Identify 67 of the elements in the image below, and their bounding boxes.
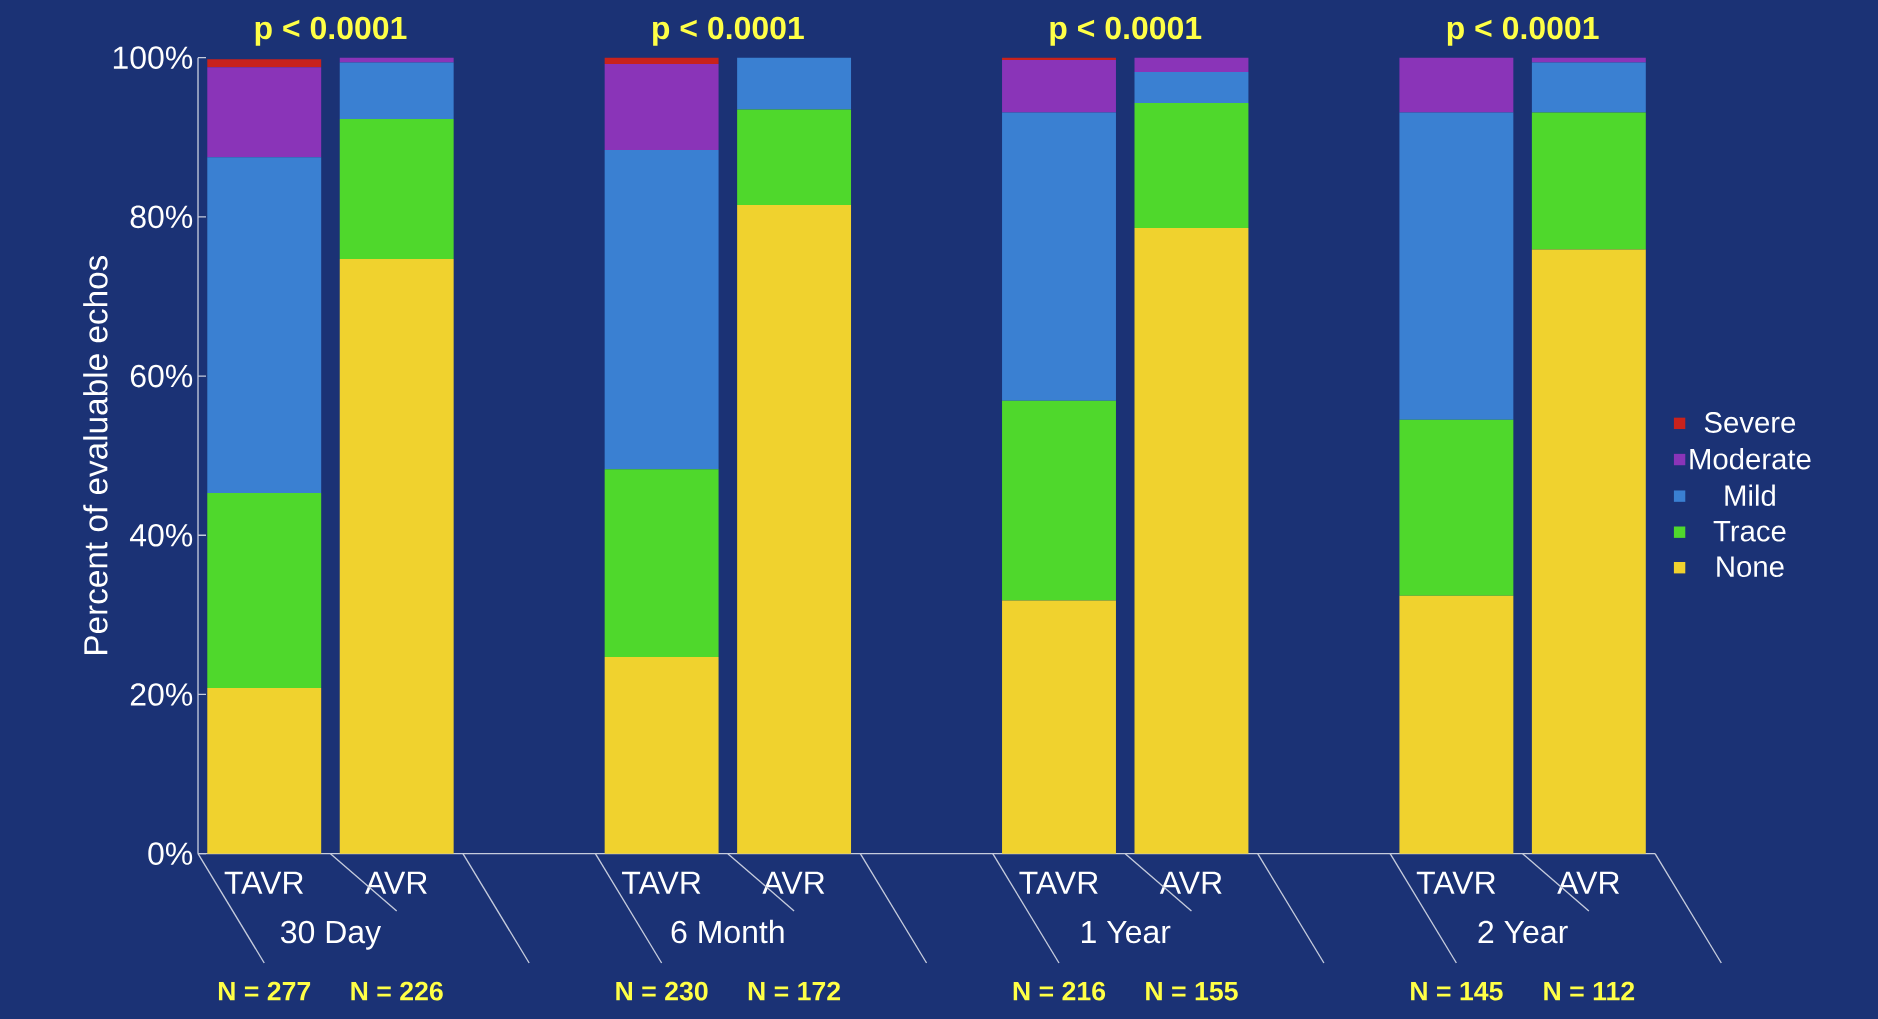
- legend-label: Severe: [1704, 412, 1796, 433]
- bar: [1531, 249, 1646, 854]
- bar: [207, 157, 322, 494]
- bar: [604, 149, 719, 470]
- text: N = 145: [1411, 981, 1503, 1001]
- x-tick-label: TAVR: [224, 871, 304, 894]
- bar: [1531, 112, 1646, 250]
- x-tick-label: AVR: [365, 871, 427, 894]
- bar: [339, 62, 454, 119]
- text: N = 155: [1146, 981, 1238, 1001]
- bar: [1002, 60, 1116, 113]
- bar: [1134, 57, 1249, 72]
- legend-label: Mild: [1725, 484, 1775, 507]
- text: p < 0.0001: [255, 16, 407, 46]
- bar: [339, 118, 454, 260]
- text: N = 226: [351, 981, 443, 1001]
- text: N = 172: [748, 981, 841, 1001]
- bar: [737, 57, 852, 110]
- y-tick-label: 0%: [148, 842, 193, 865]
- text: N = 277: [218, 981, 311, 1001]
- y-tick-label: 40%: [129, 523, 193, 547]
- bar: [1134, 228, 1249, 854]
- bar: [207, 59, 322, 68]
- bar: [604, 469, 719, 658]
- bar: [737, 109, 852, 205]
- x-tick-label: AVR: [1159, 871, 1222, 894]
- text: 2 Year: [1478, 920, 1568, 944]
- text: p < 0.0001: [1447, 16, 1599, 46]
- legend-label: Moderate: [1690, 447, 1811, 470]
- legend-label: None: [1717, 556, 1784, 578]
- x-tick-label: TAVR: [1416, 871, 1496, 894]
- bar: [604, 657, 719, 854]
- bar: [1399, 595, 1514, 854]
- bar: [604, 57, 719, 65]
- bar: [1399, 419, 1514, 596]
- bar: [604, 64, 719, 150]
- text: 1 Year: [1082, 920, 1171, 944]
- bar: [339, 259, 454, 854]
- bar: [1002, 400, 1116, 601]
- legend-label: Trace: [1713, 521, 1786, 542]
- bar: [207, 67, 322, 158]
- text: N = 230: [616, 981, 708, 1001]
- bar: [1134, 71, 1249, 104]
- text: N = 112: [1544, 981, 1635, 1001]
- text: N = 216: [1013, 981, 1106, 1001]
- bar: [737, 204, 852, 854]
- bar: [1002, 112, 1116, 401]
- bar: [1531, 62, 1646, 113]
- x-tick-label: AVR: [1557, 871, 1620, 894]
- y-tick-label: 80%: [130, 205, 193, 229]
- text: p < 0.0001: [653, 16, 804, 46]
- y-tick-label: 100%: [113, 46, 193, 69]
- bar: [1002, 600, 1116, 854]
- y-tick-label: 20%: [130, 683, 193, 706]
- bar: [1399, 57, 1514, 113]
- x-tick-label: TAVR: [1019, 871, 1098, 894]
- bar: [1134, 103, 1249, 228]
- y-tick-label: 60%: [130, 364, 193, 388]
- text: p < 0.0001: [1050, 16, 1202, 46]
- text: 30 Day: [280, 920, 382, 950]
- text: 6 Month: [671, 919, 784, 944]
- bar: [207, 688, 322, 854]
- y-axis-title: Percent of evaluable echos: [83, 255, 108, 654]
- bar: [207, 493, 322, 689]
- x-tick-label: TAVR: [622, 871, 701, 894]
- x-tick-label: AVR: [762, 871, 825, 894]
- bar: [1399, 112, 1514, 420]
